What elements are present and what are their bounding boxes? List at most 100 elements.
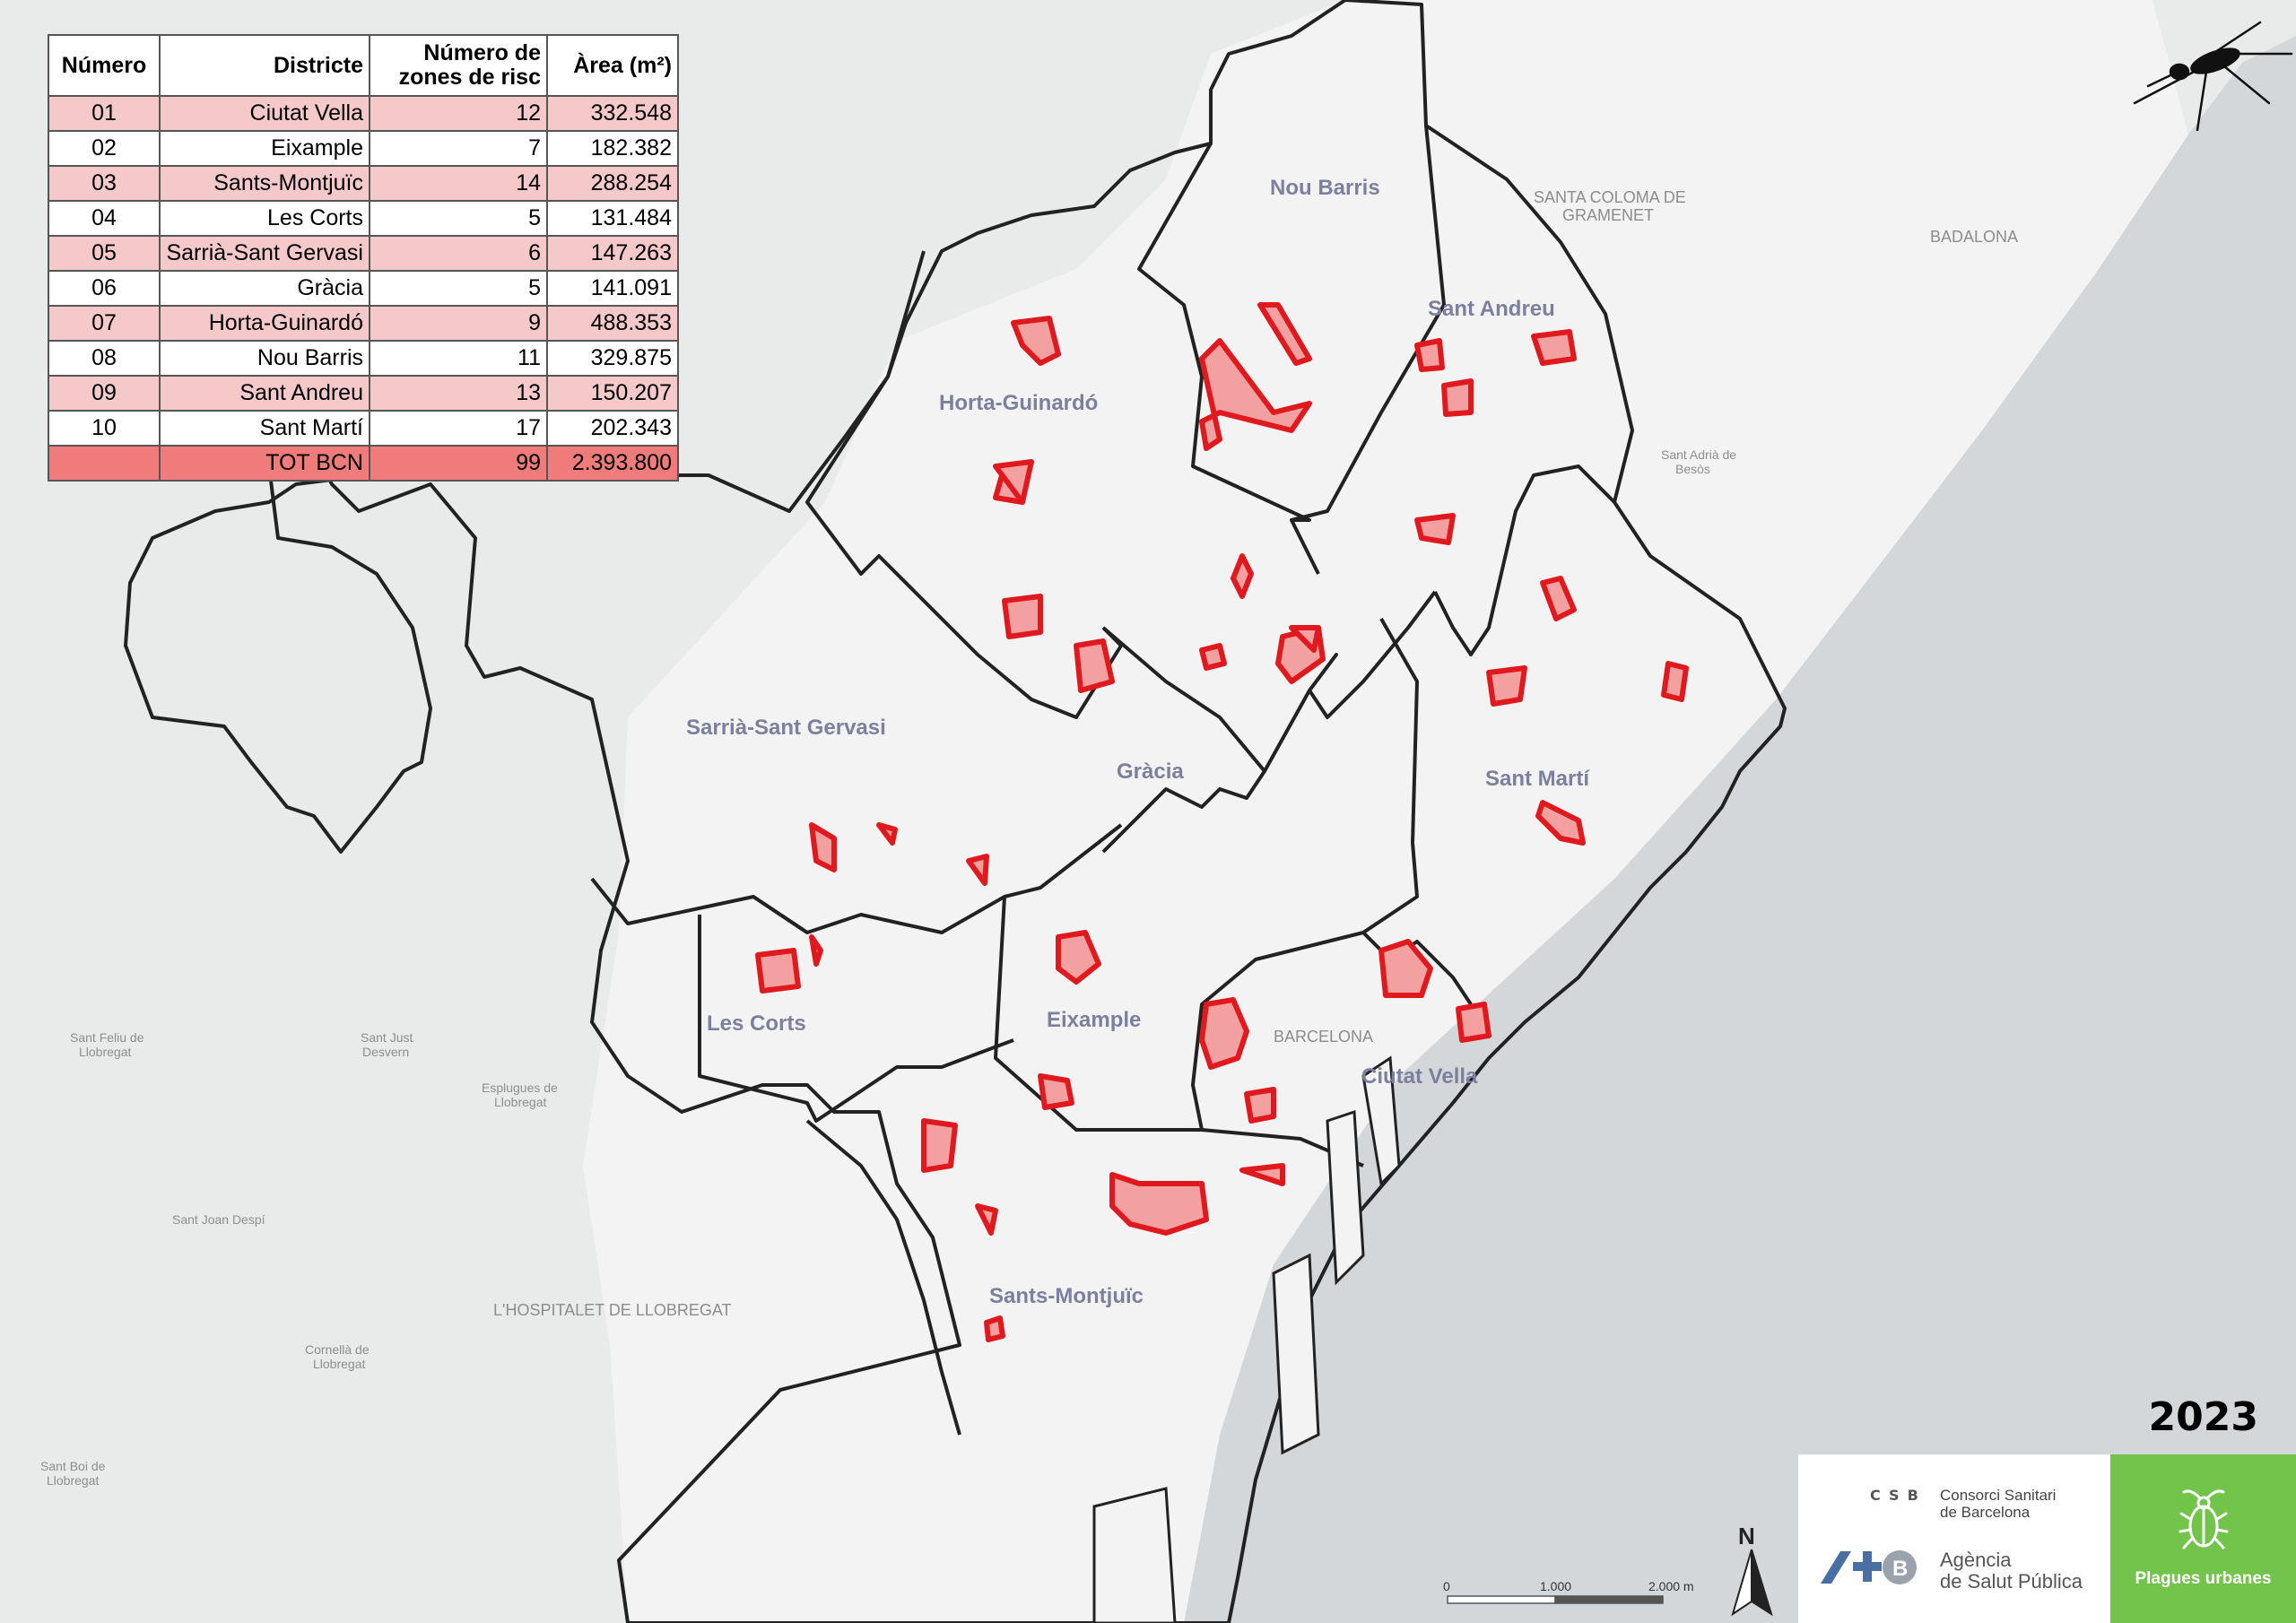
table-row: 09 Sant Andreu 13 150.207 <box>48 375 679 412</box>
risk-zone <box>921 1118 958 1173</box>
boundary-ciutat-vella <box>1191 931 1364 1131</box>
cell-number: 09 <box>48 375 161 412</box>
cell-number: 02 <box>48 130 161 167</box>
scale-label-zero: 0 <box>1443 1579 1450 1593</box>
aspb-name-line1: Agència <box>1940 1549 2012 1571</box>
risk-zone <box>1199 643 1227 671</box>
boundary-gracia-eixample <box>1263 590 1437 772</box>
label-sant-feliu-1: Sant Feliu de <box>70 1030 144 1045</box>
aspb-name: Agència de Salut Pública <box>1940 1549 2110 1593</box>
scale-segment-2 <box>1554 1595 1664 1604</box>
risk-zone <box>1486 665 1527 707</box>
risk-zone <box>1414 338 1445 372</box>
cell-area: 202.343 <box>546 410 679 447</box>
risk-zone <box>1661 661 1689 702</box>
label-cornella-1: Cornellà de <box>305 1342 370 1357</box>
boundary-eixample-ciutat <box>994 896 1364 1167</box>
plagues-urbanes-label: Plagues urbanes <box>2135 1569 2272 1588</box>
cockroach-icon <box>2179 1489 2229 1549</box>
label-sant-marti: Sant Martí <box>1485 767 1590 791</box>
label-sant-just-2: Desvern <box>362 1045 409 1059</box>
risk-zone <box>1109 1172 1209 1236</box>
csb-name-line2: de Barcelona <box>1940 1504 2031 1521</box>
label-barcelona: BARCELONA <box>1274 1028 1373 1046</box>
scale-bar: 0 1.000 2.000 m <box>1443 1579 1694 1604</box>
risk-zone <box>1074 638 1115 693</box>
label-nou-barris: Nou Barris <box>1270 176 1380 200</box>
label-badalona: BADALONA <box>1930 228 2018 246</box>
label-cornella-2: Llobregat <box>313 1357 365 1371</box>
cell-total-zones: 99 <box>369 445 548 482</box>
place-labels: SANTA COLOMA DE GRAMENET BADALONA L'HOSP… <box>40 188 2018 1488</box>
label-gracia: Gràcia <box>1117 759 1184 784</box>
boundary-montjuic <box>805 1119 961 1436</box>
label-sant-adria-2: Besòs <box>1675 462 1710 476</box>
label-santa-coloma-1: SANTA COLOMA DE <box>1534 188 1686 206</box>
label-esplugues-2: Llobregat <box>494 1095 546 1109</box>
aspb-logo-icon: B <box>1821 1550 1917 1584</box>
risk-zone <box>1257 302 1312 366</box>
cell-zones: 7 <box>369 130 548 167</box>
cell-district: Sarrià-Sant Gervasi <box>159 235 370 272</box>
header-numero: Número <box>48 34 161 97</box>
cell-total-area: 2.393.800 <box>546 445 679 482</box>
cell-zones: 6 <box>369 235 548 272</box>
label-sant-andreu: Sant Andreu <box>1428 297 1555 321</box>
label-hospitalet: L'HOSPITALET DE LLOBREGAT <box>493 1301 732 1319</box>
risk-zone <box>1531 329 1577 366</box>
cell-area: 141.091 <box>546 270 679 307</box>
risk-zone <box>1011 316 1061 366</box>
cell-area: 182.382 <box>546 130 679 167</box>
risk-zone <box>1289 625 1321 653</box>
cell-district: Sant Martí <box>159 410 370 447</box>
label-les-corts: Les Corts <box>707 1011 806 1036</box>
label-santa-coloma-2: GRAMENET <box>1562 206 1654 224</box>
risk-zone <box>1456 1002 1492 1043</box>
cell-district: Les Corts <box>159 200 370 237</box>
header-districte: Districte <box>159 34 370 97</box>
table-row: 02 Eixample 7 182.382 <box>48 130 679 167</box>
csb-name: Consorci Sanitari de Barcelona <box>1940 1487 2101 1521</box>
north-label: N <box>1738 1523 1755 1549</box>
risk-zone <box>1231 553 1254 599</box>
header-zones: Número de zones de risc <box>369 34 548 97</box>
cell-district: Sant Andreu <box>159 375 370 412</box>
logo-panel: CSB Consorci Sanitari de Barcelona B Agè… <box>1798 1454 2110 1623</box>
risk-zone <box>1239 1163 1285 1186</box>
north-arrow: N <box>1731 1523 1773 1617</box>
port-pier-1 <box>1361 1055 1401 1187</box>
cell-number: 10 <box>48 410 161 447</box>
cell-zones: 13 <box>369 375 548 412</box>
risk-zone <box>1244 1087 1276 1124</box>
cell-number: 01 <box>48 95 161 132</box>
boundary-sarria-corts <box>590 877 809 934</box>
table-row: 06 Gràcia 5 141.091 <box>48 270 679 307</box>
label-sant-joan-despi: Sant Joan Despí <box>172 1212 265 1227</box>
cell-area: 488.353 <box>546 305 679 342</box>
risk-zone <box>993 459 1034 505</box>
cell-total-number <box>48 445 161 482</box>
sea-area <box>1184 36 2296 1623</box>
cell-district: Ciutat Vella <box>159 95 370 132</box>
label-horta-guinardo: Horta-Guinardó <box>939 391 1098 415</box>
aspb-name-line2: de Salut Pública <box>1940 1570 2083 1593</box>
label-sant-boi-1: Sant Boi de <box>40 1459 106 1473</box>
cell-area: 332.548 <box>546 95 679 132</box>
cell-zones: 5 <box>369 200 548 237</box>
risk-zone <box>1199 997 1249 1070</box>
cell-zones: 5 <box>369 270 548 307</box>
cell-area: 131.484 <box>546 200 679 237</box>
cell-area: 288.254 <box>546 165 679 202</box>
label-eixample: Eixample <box>1047 1008 1141 1032</box>
label-sant-adria-1: Sant Adrià de <box>1661 447 1736 462</box>
label-sarria: Sarrià-Sant Gervasi <box>686 716 886 740</box>
port-pier-2 <box>1326 1109 1365 1286</box>
risk-zone <box>1199 338 1312 451</box>
cell-zones: 14 <box>369 165 548 202</box>
table-row: 04 Les Corts 5 131.484 <box>48 200 679 237</box>
plagues-urbanes-panel: Plagues urbanes <box>2110 1454 2296 1623</box>
cell-zones: 9 <box>369 305 548 342</box>
header-zones-line2: zones de risc <box>398 65 541 90</box>
table-row: 05 Sarrià-Sant Gervasi 6 147.263 <box>48 235 679 272</box>
cell-area: 329.875 <box>546 340 679 377</box>
